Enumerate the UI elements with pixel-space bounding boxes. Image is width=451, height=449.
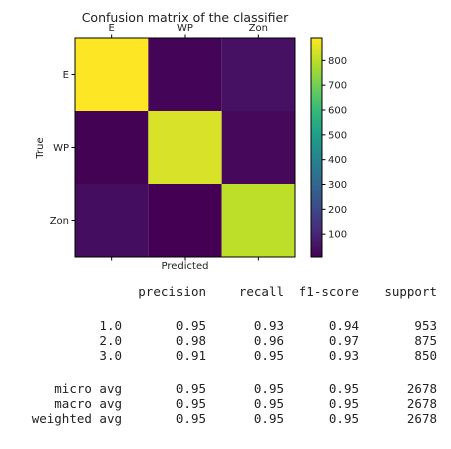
header-support: support (384, 284, 437, 299)
row-label: 3.0 (99, 348, 122, 363)
colorbar-tick-label: 200 (328, 205, 347, 216)
avg-label: macro avg (54, 396, 122, 411)
colorbar-tick-label: 600 (328, 106, 347, 117)
row-precision: 0.91 (175, 348, 206, 363)
avg-recall: 0.95 (253, 411, 284, 426)
row-precision: 0.98 (175, 333, 206, 348)
avg-f1-score: 0.95 (328, 411, 359, 426)
row-support: 850 (414, 348, 437, 363)
colorbar-tick-label: 700 (328, 81, 347, 92)
row-f1-score: 0.97 (328, 333, 359, 348)
avg-support: 2678 (406, 396, 437, 411)
y-tick-label: E (63, 70, 69, 81)
report-avg-row: micro avg 0.95 0.95 0.95 2678 (0, 381, 451, 396)
colorbar-tick-label: 100 (328, 230, 347, 241)
row-label: 2.0 (99, 333, 122, 348)
avg-label: weighted avg (31, 411, 122, 426)
row-precision: 0.95 (175, 318, 206, 333)
avg-recall: 0.95 (253, 396, 284, 411)
report-row: 3.0 0.91 0.95 0.93 850 (0, 348, 451, 363)
header-recall: recall (238, 284, 284, 299)
x-tick-label: WP (177, 23, 193, 34)
heatmap-cells (75, 38, 295, 257)
chart-title: Confusion matrix of the classifier (82, 10, 289, 25)
x-tick-label: E (109, 23, 115, 34)
x-axis-ticks: E WP Zon (109, 23, 268, 261)
header-f1-score: f1-score (298, 284, 359, 299)
x-tick-label: Zon (249, 23, 268, 34)
avg-precision: 0.95 (175, 381, 206, 396)
row-f1-score: 0.93 (328, 348, 359, 363)
report-header: precision recall f1-score support (0, 284, 451, 299)
row-label: 1.0 (99, 318, 122, 333)
confusion-matrix-figure: Confusion matrix of the classifier E WP Zo… (35, 10, 347, 272)
heatmap-cell (148, 111, 222, 184)
row-recall: 0.93 (253, 318, 284, 333)
x-axis-label: Predicted (162, 261, 209, 272)
avg-precision: 0.95 (175, 396, 206, 411)
classification-report: precision recall f1-score support 1.0 0.… (0, 278, 451, 448)
row-recall: 0.95 (253, 348, 284, 363)
row-support: 953 (414, 318, 437, 333)
colorbar-tick-label: 300 (328, 180, 347, 191)
report-avg-row: weighted avg 0.95 0.95 0.95 2678 (0, 411, 451, 426)
colorbar-ticks: 100 200 300 400 500 600 700 800 (322, 56, 347, 241)
avg-support: 2678 (406, 381, 437, 396)
row-recall: 0.96 (253, 333, 284, 348)
row-support: 875 (414, 333, 437, 348)
y-tick-label: Zon (50, 216, 69, 227)
colorbar-tick-label: 800 (328, 56, 347, 67)
heatmap-cell (148, 38, 222, 111)
y-axis-ticks: E WP Zon (50, 70, 75, 227)
header-precision: precision (138, 284, 206, 299)
heatmap-cell (221, 38, 295, 111)
colorbar-tick-label: 400 (328, 155, 347, 166)
avg-support: 2678 (406, 411, 437, 426)
avg-f1-score: 0.95 (328, 396, 359, 411)
row-f1-score: 0.94 (328, 318, 359, 333)
y-tick-label: WP (53, 143, 69, 154)
report-row: 2.0 0.98 0.96 0.97 875 (0, 333, 451, 348)
colorbar-tick-label: 500 (328, 130, 347, 141)
heatmap-cell (75, 111, 149, 184)
report-avg-row: macro avg 0.95 0.95 0.95 2678 (0, 396, 451, 411)
avg-label: micro avg (54, 381, 122, 396)
heatmap-cell (148, 184, 222, 257)
report-row: 1.0 0.95 0.93 0.94 953 (0, 318, 451, 333)
avg-precision: 0.95 (175, 411, 206, 426)
heatmap-cell (75, 184, 149, 257)
heatmap-cell (221, 111, 295, 184)
avg-recall: 0.95 (253, 381, 284, 396)
heatmap-cell (221, 184, 295, 257)
avg-f1-score: 0.95 (328, 381, 359, 396)
y-axis-label: True (35, 137, 46, 159)
heatmap-cell (75, 38, 149, 111)
colorbar (310, 37, 323, 258)
